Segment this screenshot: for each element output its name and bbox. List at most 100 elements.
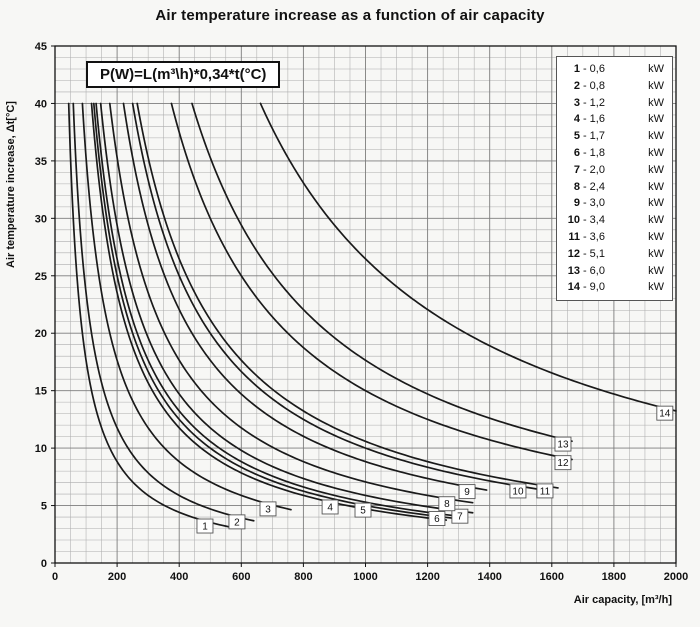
legend-item: 7-2,0 kW xyxy=(563,162,666,179)
curve-8 xyxy=(108,102,474,504)
legend-item: 6-1,8 kW xyxy=(563,145,666,162)
y-tick-label: 10 xyxy=(35,443,47,455)
y-tick-label: 0 xyxy=(41,558,47,570)
curve-label-6: 6 xyxy=(434,514,440,525)
legend: 1-0,6 kW 2-0,8 kW 3-1,2 kW 4-1,6 kW 5-1,7 kW 6-1,8… xyxy=(556,56,673,302)
curve-label-5: 5 xyxy=(360,506,366,517)
x-tick-label: 0 xyxy=(52,571,58,583)
legend-item-unit: kW xyxy=(648,214,664,227)
legend-item-unit: kW xyxy=(648,264,664,277)
y-tick-label: 5 xyxy=(41,501,47,513)
legend-item-unit: kW xyxy=(648,79,664,92)
legend-item-value: 5,1 xyxy=(589,247,605,260)
legend-item-dash: - xyxy=(583,230,587,243)
legend-item-dash: - xyxy=(583,214,587,227)
legend-item: 8-2,4 kW xyxy=(563,179,666,196)
legend-item-number: 1 xyxy=(573,63,580,75)
curve-label-box-11 xyxy=(536,483,554,499)
legend-item: 14-9,0 kW xyxy=(563,279,666,296)
legend-item-value: 3,6 xyxy=(589,230,605,243)
y-tick-label: 45 xyxy=(35,41,47,53)
legend-item-unit: kW xyxy=(648,146,664,159)
legend-item-number: 8 xyxy=(573,180,580,193)
curve-label-box-12 xyxy=(554,455,572,471)
legend-item: 11-3,6 kW xyxy=(563,229,666,246)
legend-item-number: 12 xyxy=(567,247,580,260)
legend-item: 3-1,2 kW xyxy=(563,95,666,112)
y-tick-label: 20 xyxy=(35,328,47,340)
legend-item: 9-3,0 kW xyxy=(563,195,666,212)
curve-label-13: 13 xyxy=(557,440,569,451)
legend-item: 13-6,0 kW xyxy=(563,263,666,280)
curve-label-3: 3 xyxy=(265,504,271,515)
x-tick-label: 400 xyxy=(170,571,188,583)
curve-10 xyxy=(131,102,541,491)
legend-item-value: 6,0 xyxy=(589,264,605,277)
legend-item-unit: kW xyxy=(648,180,664,193)
legend-item-unit: kW xyxy=(648,113,664,126)
curve-4 xyxy=(90,102,448,521)
curve-5 xyxy=(92,102,460,520)
legend-item-number: 11 xyxy=(568,230,580,243)
legend-item-value: 3,4 xyxy=(589,214,605,227)
legend-item-unit: kW xyxy=(648,163,664,176)
legend-item-number: 9 xyxy=(573,197,580,210)
legend-item-number: 4 xyxy=(573,113,580,126)
legend-item: 2-0,8 kW xyxy=(563,78,666,95)
curve-label-box-10 xyxy=(509,483,527,499)
legend-item-value: 1,2 xyxy=(589,96,605,109)
curve-label-box-4 xyxy=(321,499,339,515)
curve-label-4: 4 xyxy=(327,502,333,513)
legend-item-unit: kW xyxy=(648,230,664,243)
legend-item-value: 1,8 xyxy=(589,146,605,159)
x-tick-label: 1800 xyxy=(602,571,626,583)
curve-label-1: 1 xyxy=(202,522,208,533)
y-axis-label: Air temperature increase, Δt[°C] xyxy=(5,101,17,268)
legend-item-dash: - xyxy=(583,180,587,193)
legend-item-unit: kW xyxy=(648,281,664,294)
legend-item-number: 6 xyxy=(573,146,580,159)
x-tick-label: 1200 xyxy=(415,571,439,583)
y-tick-label: 25 xyxy=(35,271,47,283)
x-tick-label: 600 xyxy=(232,571,250,583)
curve-label-8: 8 xyxy=(444,499,450,510)
curve-2 xyxy=(72,102,255,522)
legend-item-number: 7 xyxy=(573,163,580,176)
legend-item-value: 9,0 xyxy=(589,281,605,294)
legend-item: 5-1,7 kW xyxy=(563,128,666,145)
legend-item-dash: - xyxy=(583,197,587,210)
curve-label-box-13 xyxy=(554,436,572,452)
curve-13 xyxy=(191,102,573,443)
legend-item-dash: - xyxy=(583,79,587,92)
legend-item-dash: - xyxy=(583,96,587,109)
x-tick-label: 1600 xyxy=(540,571,564,583)
curve-label-box-7 xyxy=(451,508,469,524)
curve-6 xyxy=(95,102,457,517)
legend-item-number: 3 xyxy=(573,96,580,109)
legend-item-unit: kW xyxy=(648,197,664,210)
curve-12 xyxy=(170,102,573,461)
legend-item-dash: - xyxy=(583,264,587,277)
legend-item: 1-0,6 kW xyxy=(563,61,666,78)
legend-item-value: 2,4 xyxy=(589,180,605,193)
formula-box: P(W)=L(m³\h)*0,34*t(°C) xyxy=(86,61,281,88)
curve-label-box-1 xyxy=(196,518,214,534)
legend-item-unit: kW xyxy=(648,63,664,75)
legend-item-dash: - xyxy=(583,163,587,176)
curve-14 xyxy=(259,102,677,412)
curve-label-11: 11 xyxy=(540,486,551,497)
curve-label-14: 14 xyxy=(659,409,671,420)
curve-label-box-3 xyxy=(259,501,277,517)
legend-item-value: 2,0 xyxy=(589,163,605,176)
y-tick-label: 35 xyxy=(35,156,47,168)
y-tick-label: 40 xyxy=(35,98,47,110)
legend-item-number: 5 xyxy=(573,130,580,143)
x-tick-label: 2000 xyxy=(664,571,688,583)
curve-label-box-5 xyxy=(354,502,372,518)
curve-label-2: 2 xyxy=(234,517,240,528)
legend-item-dash: - xyxy=(583,113,587,126)
curve-label-box-2 xyxy=(228,514,246,530)
x-tick-label: 200 xyxy=(108,571,126,583)
curve-9 xyxy=(122,102,488,491)
legend-item-value: 1,6 xyxy=(589,113,605,126)
